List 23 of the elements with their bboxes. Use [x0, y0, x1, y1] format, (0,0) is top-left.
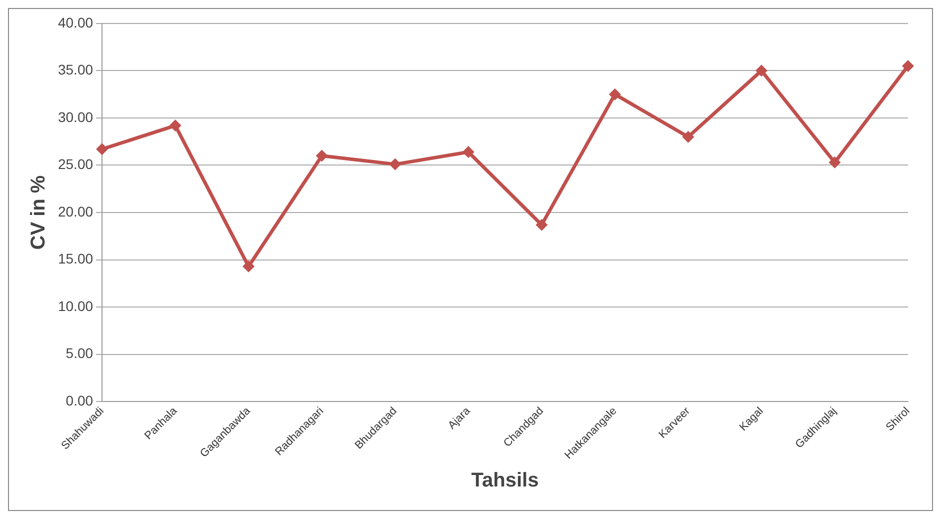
point — [169, 120, 182, 132]
point — [902, 60, 914, 72]
y-tick-label: 40.00 — [58, 14, 94, 30]
y-tick-label: 15.00 — [58, 250, 94, 267]
point — [682, 130, 694, 143]
y-tick-label: 0.00 — [66, 392, 94, 409]
y-tick-label: 35.00 — [58, 62, 94, 78]
point — [755, 64, 768, 77]
point — [316, 150, 328, 162]
point — [389, 158, 402, 170]
y-tick-label: 20.00 — [58, 203, 94, 220]
y-tick-label: 5.00 — [66, 345, 94, 362]
x-axis-title: Tahsils — [471, 470, 539, 492]
point — [242, 260, 255, 272]
y-axis-title: CV in % — [28, 175, 50, 250]
point — [608, 88, 621, 100]
point — [536, 218, 548, 231]
point — [96, 143, 108, 156]
y-tick-label: 30.00 — [58, 108, 94, 125]
point — [828, 156, 841, 168]
y-tick-label: 10.00 — [58, 298, 94, 314]
y-tick-label: 25.00 — [58, 156, 94, 172]
point — [462, 146, 474, 158]
